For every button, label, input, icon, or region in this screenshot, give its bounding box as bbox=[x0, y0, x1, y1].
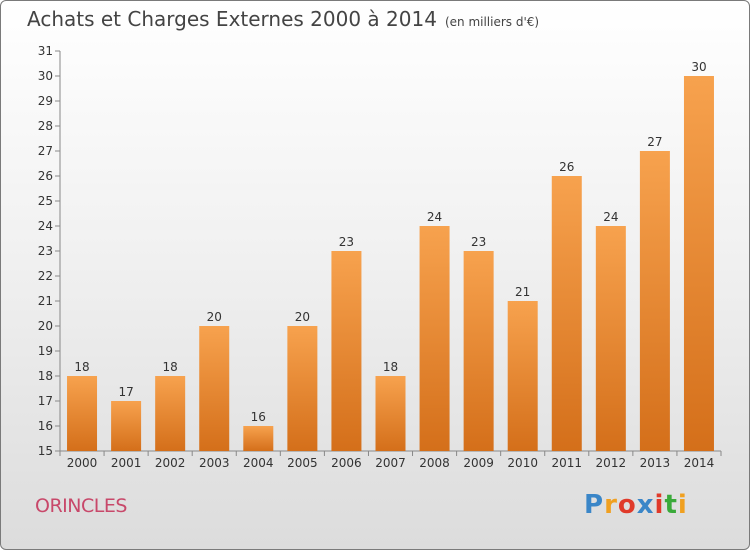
data-label: 21 bbox=[515, 285, 530, 299]
y-tick-label: 20 bbox=[38, 319, 53, 333]
y-tick-label: 28 bbox=[38, 119, 53, 133]
chart-title: Achats et Charges Externes 2000 à 2014 bbox=[27, 7, 437, 31]
x-tick-label: 2002 bbox=[155, 456, 186, 470]
logo-letter: P bbox=[584, 490, 605, 520]
bar bbox=[375, 376, 406, 451]
axis-layer: 15 16 17 18 19 20 21 22 23 24 25 26 27 28 29 30 31 2000 20… bbox=[38, 44, 722, 470]
data-label: 20 bbox=[295, 310, 310, 324]
x-tick-label: 2008 bbox=[419, 456, 450, 470]
y-tick-label: 19 bbox=[38, 344, 53, 358]
x-tick-label: 2004 bbox=[243, 456, 274, 470]
bar bbox=[155, 376, 186, 451]
data-label: 23 bbox=[471, 235, 486, 249]
y-tick-label: 15 bbox=[38, 444, 53, 458]
x-tick-label: 2007 bbox=[375, 456, 406, 470]
bar bbox=[111, 401, 142, 451]
bar bbox=[419, 226, 450, 451]
logo-letter: r bbox=[604, 490, 618, 520]
bar bbox=[243, 426, 274, 451]
data-label: 26 bbox=[559, 160, 574, 174]
y-tick-label: 24 bbox=[38, 219, 53, 233]
y-tick-label: 23 bbox=[38, 244, 53, 258]
logo-letter: o bbox=[617, 490, 637, 520]
data-label: 18 bbox=[74, 360, 89, 374]
x-tick-label: 2009 bbox=[463, 456, 494, 470]
bar bbox=[463, 251, 494, 451]
logo-letter: x bbox=[636, 490, 655, 520]
data-label: 24 bbox=[603, 210, 618, 224]
data-label: 16 bbox=[251, 410, 266, 424]
data-label: 18 bbox=[383, 360, 398, 374]
x-tick-label: 2005 bbox=[287, 456, 318, 470]
y-tick-label: 26 bbox=[38, 169, 53, 183]
bar bbox=[551, 176, 582, 451]
data-label: 18 bbox=[163, 360, 178, 374]
bar bbox=[507, 301, 538, 451]
data-label: 23 bbox=[339, 235, 354, 249]
x-tick-label: 2003 bbox=[199, 456, 230, 470]
y-tick-label: 27 bbox=[38, 144, 53, 158]
y-tick-label: 30 bbox=[38, 69, 53, 83]
y-tick-label: 25 bbox=[38, 194, 53, 208]
bar bbox=[331, 251, 362, 451]
y-tick-label: 21 bbox=[38, 294, 53, 308]
bar bbox=[639, 151, 670, 451]
bar bbox=[287, 326, 318, 451]
y-tick-label: 17 bbox=[38, 394, 53, 408]
y-tick-label: 18 bbox=[38, 369, 53, 383]
logo-letter: i bbox=[677, 490, 688, 520]
y-tick-label: 16 bbox=[38, 419, 53, 433]
x-tick-label: 2013 bbox=[640, 456, 671, 470]
y-tick-label: 29 bbox=[38, 94, 53, 108]
bar bbox=[67, 376, 98, 451]
logo-letter: t bbox=[664, 490, 678, 520]
data-label: 24 bbox=[427, 210, 442, 224]
bar bbox=[595, 226, 626, 451]
x-tick-label: 2006 bbox=[331, 456, 362, 470]
title-line: Achats et Charges Externes 2000 à 2014 (e… bbox=[27, 7, 539, 31]
x-tick-label: 2012 bbox=[596, 456, 627, 470]
x-tick-label: 2010 bbox=[507, 456, 538, 470]
chart-unit: (en milliers d'€) bbox=[444, 15, 540, 29]
bar-layer: 18 17 18 20 16 20 23 18 24 23 21 26 24 27 30 bbox=[67, 60, 714, 451]
commune-name: ORINCLES bbox=[35, 495, 127, 517]
x-tick-label: 2011 bbox=[551, 456, 582, 470]
y-tick-label: 22 bbox=[38, 269, 53, 283]
bar bbox=[199, 326, 230, 451]
x-tick-label: 2014 bbox=[684, 456, 715, 470]
bar bbox=[683, 76, 714, 451]
y-tick-label: 31 bbox=[38, 44, 53, 58]
data-label: 20 bbox=[207, 310, 222, 324]
data-label: 17 bbox=[118, 385, 133, 399]
logo-letter: i bbox=[654, 490, 665, 520]
x-tick-label: 2000 bbox=[67, 456, 98, 470]
data-label: 27 bbox=[647, 135, 662, 149]
proxiti-logo[interactable]: Proxiti bbox=[584, 490, 688, 520]
x-tick-label: 2001 bbox=[111, 456, 142, 470]
data-label: 30 bbox=[691, 60, 706, 74]
